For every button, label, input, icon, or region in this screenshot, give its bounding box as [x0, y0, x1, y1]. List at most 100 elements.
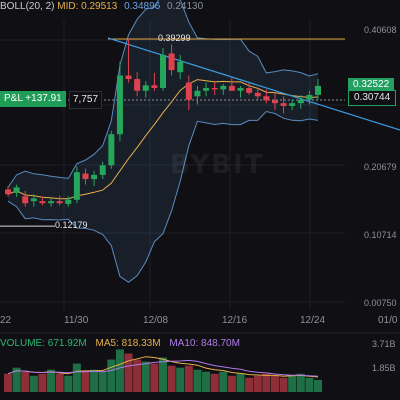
volume-bar — [72, 363, 81, 392]
volume-bar — [314, 379, 322, 392]
candle-body — [82, 173, 89, 180]
candle-body — [48, 201, 55, 204]
candle-body — [125, 75, 132, 80]
y-tick-label: 0.10714 — [364, 230, 397, 240]
volume-bar — [167, 365, 176, 392]
volume-bar — [124, 353, 133, 392]
volume-ma10-line — [7, 359, 319, 377]
volume-ma5: MA5: 818.33M — [95, 338, 161, 349]
volume-bar — [288, 375, 297, 392]
candle-body — [203, 88, 210, 91]
volume-bar — [90, 369, 99, 392]
candle-body — [22, 196, 29, 204]
candle-body — [271, 100, 278, 104]
volume-bar — [107, 359, 116, 392]
x-tick-label: 12/08 — [143, 315, 169, 326]
volume-bar — [133, 359, 142, 392]
candle-body — [246, 88, 253, 93]
volume-bar — [21, 371, 30, 392]
volume-bar — [29, 375, 38, 392]
volume-legend[interactable]: VOLUME: 671.92M MA5: 818.33M MA10: 848.7… — [0, 337, 240, 351]
candle-body — [220, 85, 227, 90]
candle-body — [289, 103, 296, 106]
candle-body — [65, 199, 72, 204]
trend-line — [107, 37, 400, 131]
candle-body — [39, 201, 46, 204]
x-tick-label: 22 — [0, 315, 12, 326]
y-tick-label: 0.00750 — [364, 298, 397, 308]
volume-bar — [115, 349, 124, 392]
volume-bar — [245, 377, 254, 392]
volume-bar — [141, 361, 150, 392]
volume-bar — [55, 373, 64, 392]
exchange-watermark: BYBIT — [170, 150, 265, 180]
candle-body — [5, 189, 11, 195]
volume-bar — [253, 375, 262, 392]
volume-bar — [236, 373, 245, 392]
candle-body — [263, 96, 270, 101]
position-pnl-badge[interactable]: P&L +137.91 — [0, 91, 66, 107]
volume-axis-label: 3.71B — [372, 339, 396, 349]
candle-body — [297, 99, 304, 104]
volume-bar — [193, 369, 202, 392]
volume-bar — [98, 371, 107, 392]
candle-body — [91, 174, 98, 180]
x-tick-label: 12/16 — [222, 315, 248, 326]
candle-body — [211, 88, 218, 90]
boll-upper-value: 0.34896 — [124, 1, 161, 12]
y-tick-label: 0.40608 — [364, 25, 397, 35]
candle-body — [254, 92, 261, 97]
candle-body — [315, 85, 321, 95]
volume-ma10: MA10: 848.70M — [169, 338, 240, 349]
period-high-label: 0.39299 — [158, 33, 191, 43]
volume-bar — [64, 375, 73, 392]
candle-body — [177, 61, 184, 73]
entry-price-badge: 0.30744 — [348, 90, 397, 106]
candle-body — [151, 85, 158, 89]
volume-bar — [150, 363, 159, 392]
candle-body — [30, 198, 37, 202]
volume-bar — [270, 375, 279, 392]
volume-bar — [176, 367, 185, 392]
period-low-label: 0.12179 — [55, 220, 88, 230]
candle-body — [228, 85, 235, 91]
volume-bar — [81, 371, 90, 392]
x-tick-label: 01/0 — [378, 315, 398, 326]
y-tick-label: 0.20679 — [364, 162, 397, 172]
boll-lower-line — [7, 110, 319, 283]
boll-lower-value: 0.24130 — [167, 1, 204, 12]
volume-bar — [279, 377, 288, 392]
last-price-badge: 0.32522 — [348, 78, 395, 92]
x-tick-label: 11/30 — [64, 315, 89, 326]
volume-bar — [12, 367, 21, 392]
position-qty-badge[interactable]: 7,757 — [69, 91, 103, 109]
volume-bar — [210, 373, 219, 392]
candle-body — [134, 79, 141, 91]
boll-title: BOLL(20, 2) — [0, 1, 55, 12]
volume-bar — [296, 373, 305, 392]
volume-bar — [227, 375, 236, 392]
candle-body — [160, 54, 166, 89]
candle-body — [306, 94, 313, 100]
volume-bar — [4, 373, 12, 392]
volume-axis-label: 1.85B — [372, 363, 396, 373]
x-tick-label: 12/24 — [300, 315, 326, 326]
candle-body — [185, 82, 192, 100]
boll-upper-line — [7, 0, 319, 188]
candle-body — [194, 90, 201, 97]
volume-bar — [202, 371, 211, 392]
volume-bar — [159, 357, 167, 392]
candle-body — [237, 88, 244, 91]
candle-body — [142, 85, 149, 91]
volume-bar — [184, 365, 193, 392]
volume-value: VOLUME: 671.92M — [0, 338, 87, 349]
candle-body — [13, 187, 20, 193]
candle-body — [280, 103, 287, 106]
candle-body — [116, 75, 123, 135]
candle-body — [168, 53, 175, 71]
candle-body — [108, 134, 115, 166]
volume-bar — [38, 373, 47, 392]
candle-body — [56, 201, 63, 204]
boll-indicator-legend[interactable]: BOLL(20, 2) MID: 0.29513 0.34896 0.24130 — [0, 0, 203, 14]
